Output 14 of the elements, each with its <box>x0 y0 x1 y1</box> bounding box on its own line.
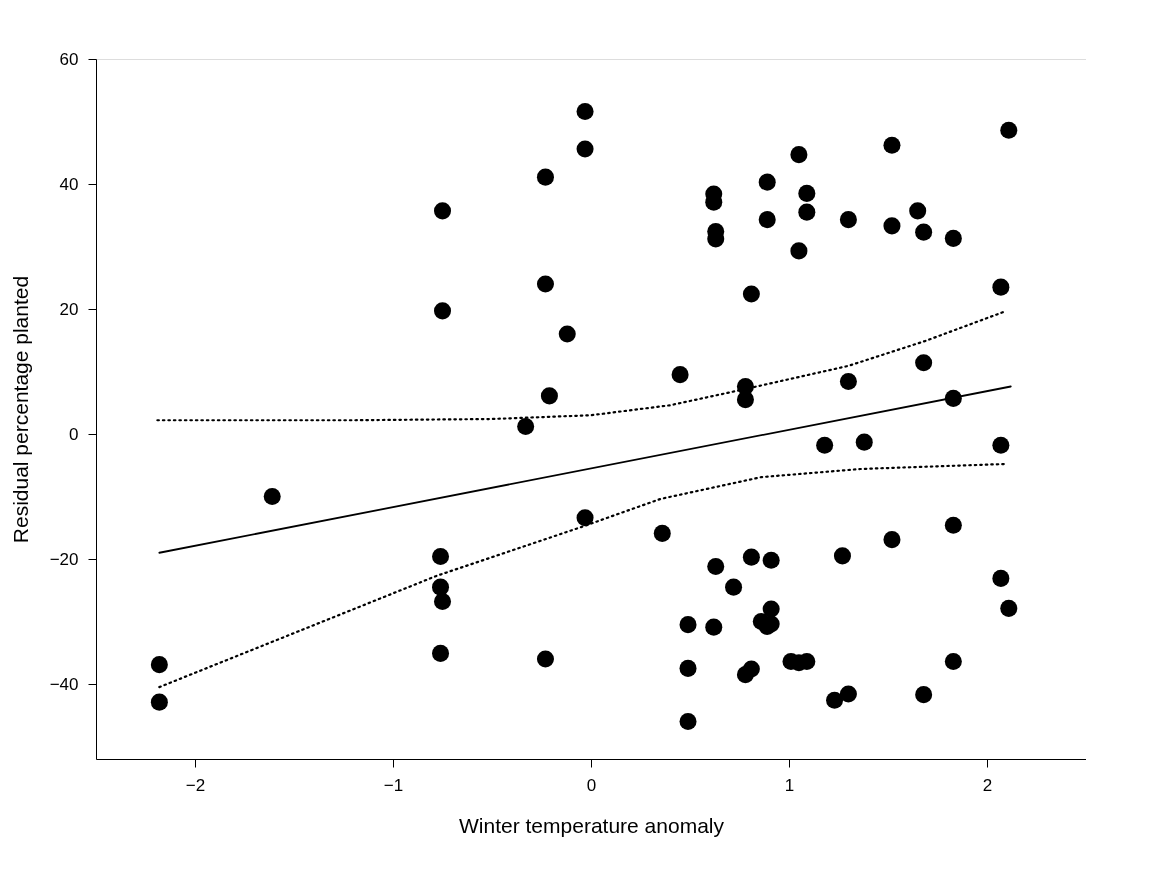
x-tick-label: 2 <box>982 775 993 795</box>
x-tick-label: 0 <box>586 775 597 795</box>
y-tick-label: 40 <box>59 174 79 194</box>
y-tick-label: −40 <box>49 674 79 694</box>
y-tick-label: 20 <box>59 299 79 319</box>
x-axis-title: Winter temperature anomaly <box>459 813 725 837</box>
y-tick-label: −20 <box>49 549 79 569</box>
y-tick-label: 60 <box>59 49 79 69</box>
y-axis-title: Residual percentage planted <box>8 275 32 544</box>
y-tick-label: 0 <box>69 424 79 444</box>
x-tick-label: −2 <box>185 775 206 795</box>
x-tick-label: 1 <box>784 775 795 795</box>
line-series <box>158 462 1006 689</box>
x-tick-label: −1 <box>383 775 404 795</box>
